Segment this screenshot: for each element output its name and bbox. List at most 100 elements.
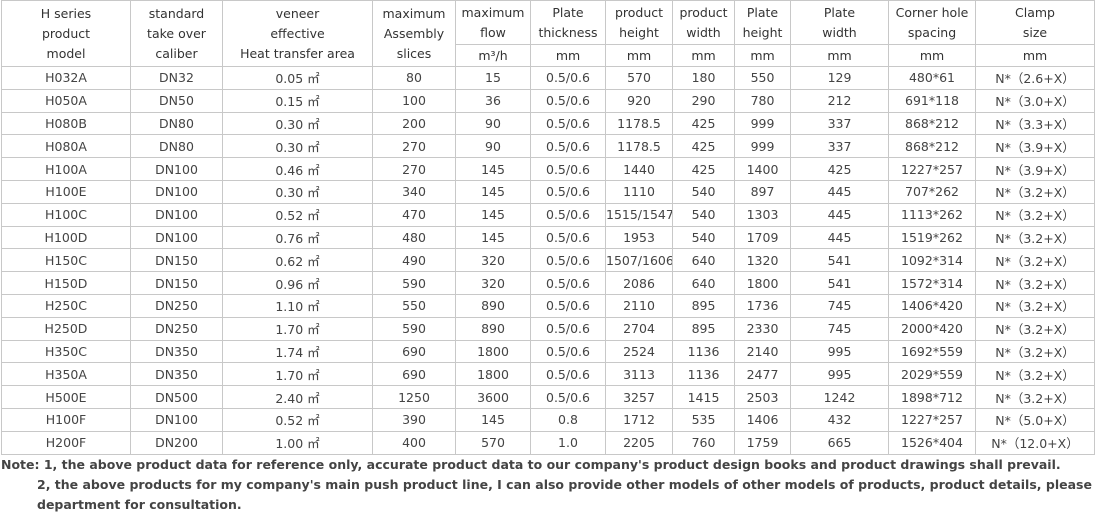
header-line: Plate	[823, 4, 856, 20]
table-cell: 36	[455, 88, 531, 113]
table-cell: 425	[672, 134, 735, 159]
table-cell: 1800	[734, 271, 791, 295]
table-cell: DN100	[130, 179, 223, 204]
table-cell: 2086	[605, 271, 673, 295]
table-row: H350C DN350 1.74 ㎡ 690 1800 0.5/0.6 2524 1136 21…	[1, 339, 1095, 364]
table-cell: 2000*420	[888, 316, 976, 341]
header-cell: product width	[672, 0, 735, 45]
table-cell: 1227*257	[888, 407, 976, 432]
table-cell: 2029*559	[888, 362, 976, 387]
header-cell: Plate height	[734, 0, 791, 45]
table-cell: 995	[790, 362, 889, 387]
table-cell: 1692*559	[888, 339, 976, 364]
table-row: H150C DN150 0.62 ㎡ 490 320 0.5/0.6 1507/1606 64…	[1, 248, 1095, 273]
table-cell: N*（3.0+X）	[975, 88, 1095, 113]
table-cell: 0.5/0.6	[530, 202, 606, 227]
table-cell: N*（3.9+X）	[975, 157, 1095, 181]
table-cell: H100C	[1, 202, 131, 227]
table-cell: 999	[734, 134, 791, 159]
table-cell: DN500	[130, 385, 223, 409]
table-cell: 2330	[734, 316, 791, 341]
table-cell: 15	[455, 66, 531, 90]
table-cell: DN100	[130, 225, 223, 250]
table-cell: DN350	[130, 339, 223, 364]
header-line: Assembly	[383, 25, 445, 41]
table-cell: H050A	[1, 88, 131, 113]
table-cell: N*（3.2+X）	[975, 248, 1095, 273]
table-cell: 0.30 ㎡	[222, 111, 373, 136]
header-cell: Plate width	[790, 0, 889, 45]
table-cell: 541	[790, 248, 889, 273]
table-cell: 540	[672, 179, 735, 204]
table-cell: 100	[372, 88, 456, 113]
table-cell: 337	[790, 134, 889, 159]
table-cell: 445	[790, 179, 889, 204]
unit-cell: m³/h	[455, 44, 531, 67]
table-cell: 0.5/0.6	[530, 134, 606, 159]
table-cell: 490	[372, 248, 456, 273]
unit-cell: mm	[888, 44, 976, 67]
table-cell: N*（3.9+X）	[975, 134, 1095, 159]
table-cell: 0.5/0.6	[530, 316, 606, 341]
header-line: product	[679, 4, 728, 20]
table-cell: H032A	[1, 66, 131, 90]
table-cell: 0.5/0.6	[530, 225, 606, 250]
header-line: size	[1022, 24, 1048, 40]
table-row: H500E DN500 2.40 ㎡ 1250 3600 0.5/0.6 3257 1415 2…	[1, 385, 1095, 409]
table-cell: 691*118	[888, 88, 976, 113]
table-cell: 0.05 ㎡	[222, 66, 373, 90]
table-cell: 129	[790, 66, 889, 90]
table-cell: 1406	[734, 407, 791, 432]
table-cell: 1227*257	[888, 157, 976, 181]
table-cell: 2704	[605, 316, 673, 341]
table-cell: 3113	[605, 362, 673, 387]
table-cell: 590	[372, 316, 456, 341]
header-line: height	[742, 24, 783, 40]
table-cell: 0.5/0.6	[530, 66, 606, 90]
table-cell: 1759	[734, 430, 791, 455]
table-cell: 1736	[734, 293, 791, 318]
table-cell: N*（3.2+X）	[975, 316, 1095, 341]
header-cell: standard take over caliber	[130, 0, 223, 67]
table-cell: 897	[734, 179, 791, 204]
table-cell: 707*262	[888, 179, 976, 204]
unit-row: m³/h mm mm mm mm mm mm mm	[2, 44, 1095, 67]
header-line: Plate	[552, 4, 584, 20]
table-cell: H350A	[1, 362, 131, 387]
table-cell: 1.10 ㎡	[222, 293, 373, 318]
header-line: height	[619, 24, 659, 40]
table-cell: 212	[790, 88, 889, 113]
table-cell: 0.30 ㎡	[222, 179, 373, 204]
header-line: thickness	[538, 24, 598, 40]
table-cell: 90	[455, 111, 531, 136]
table-cell: 0.5/0.6	[530, 88, 606, 113]
header-line: width	[686, 24, 721, 40]
header-cell: Plate thickness	[530, 0, 606, 45]
table-cell: 1136	[672, 362, 735, 387]
table-cell: 1953	[605, 225, 673, 250]
table-cell: 570	[455, 430, 531, 455]
spec-table: H series product model standard take over cal…	[1, 0, 1095, 455]
table-row: H100C DN100 0.52 ㎡ 470 145 0.5/0.6 1515/1547 54…	[1, 202, 1095, 227]
table-cell: 920	[605, 88, 673, 113]
table-body: H032A DN32 0.05 ㎡ 80 15 0.5/0.6 570 180 550 129 48…	[1, 66, 1095, 455]
table-cell: N*（3.2+X）	[975, 179, 1095, 204]
table-cell: 1.0	[530, 430, 606, 455]
table-cell: 570	[605, 66, 673, 90]
header-cell: Clamp size	[975, 0, 1095, 45]
table-cell: 665	[790, 430, 889, 455]
note: 2, the above products for my company's m…	[37, 477, 1095, 492]
table-cell: 445	[790, 202, 889, 227]
table-cell: 180	[672, 66, 735, 90]
table-cell: N*（12.0+X）	[975, 430, 1095, 455]
table-cell: 1136	[672, 339, 735, 364]
table-cell: 320	[455, 271, 531, 295]
table-cell: 270	[372, 157, 456, 181]
table-cell: 690	[372, 362, 456, 387]
header-line: product	[41, 25, 91, 41]
table-cell: 1.70 ㎡	[222, 316, 373, 341]
header-line: width	[822, 24, 857, 40]
table-cell: 1092*314	[888, 248, 976, 273]
table-row: H150D DN150 0.96 ㎡ 590 320 0.5/0.6 2086 640 1800…	[1, 271, 1095, 295]
